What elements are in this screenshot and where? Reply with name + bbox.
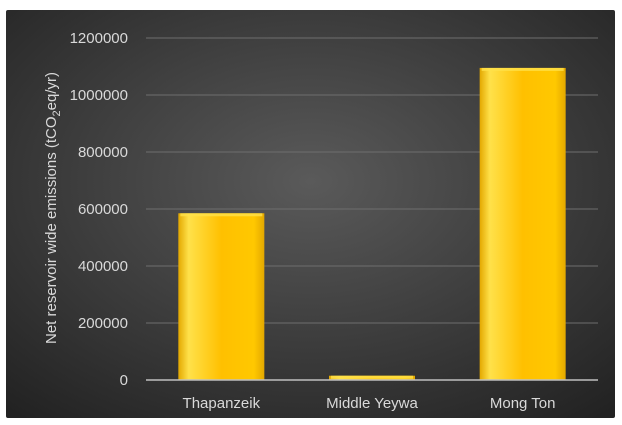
bar-mong-ton [479, 67, 566, 381]
chart-frame: 0 200000 400000 600000 800000 1000000 1200000 … [6, 10, 615, 418]
bars [178, 67, 566, 381]
bar-highlight [180, 213, 263, 217]
bar-highlight [331, 375, 413, 379]
y-tick-label: 1000000 [70, 87, 128, 104]
x-tick-label: Mong Ton [490, 395, 556, 412]
x-tick-labels: Thapanzeik Middle Yeywa Mong Ton [183, 395, 556, 412]
y-tick-label: 1200000 [70, 30, 128, 47]
y-tick-label: 0 [120, 372, 128, 389]
y-tick-label: 200000 [78, 315, 128, 332]
y-tick-label: 600000 [78, 201, 128, 218]
y-tick-labels: 0 200000 400000 600000 800000 1000000 1200000 [70, 30, 128, 389]
y-axis-title: Net reservoir wide emissions (tCO2eq/yr) [43, 72, 63, 344]
bar-chart: 020000040000060000080000010000001200000 … [6, 10, 615, 418]
x-tick-label: Middle Yeywa [326, 395, 418, 412]
y-tick-label: 400000 [78, 258, 128, 275]
x-tick-label: Thapanzeik [183, 395, 261, 412]
bar-thapanzeik [178, 213, 265, 380]
bar-highlight [481, 67, 564, 71]
y-tick-label: 800000 [78, 144, 128, 161]
